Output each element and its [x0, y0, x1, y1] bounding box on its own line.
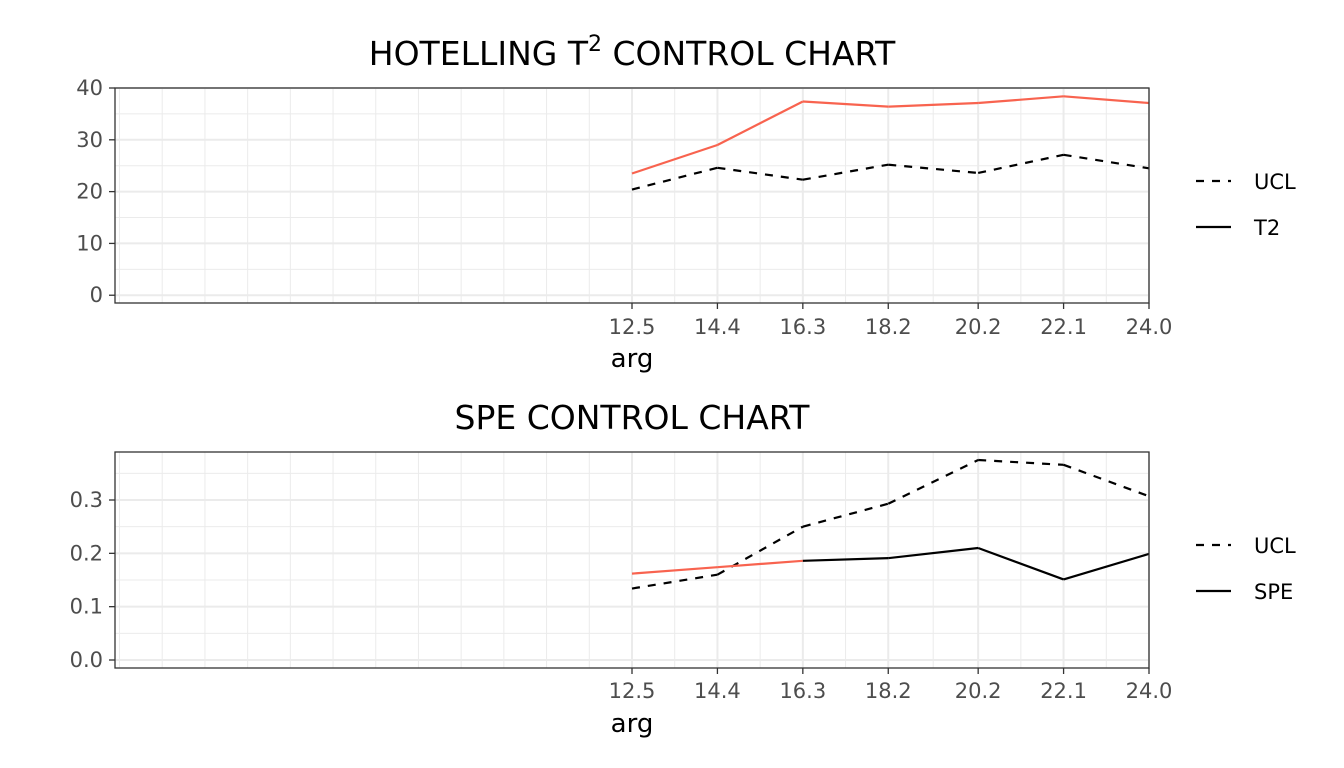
legend-label-t2: T2 — [1253, 216, 1280, 240]
x-tick-label: 14.4 — [694, 315, 741, 339]
series-segment — [887, 459, 979, 505]
legend-label-ucl: UCL — [1254, 534, 1296, 558]
chart-title: SPE CONTROL CHART — [455, 398, 811, 437]
series-segment — [717, 166, 803, 181]
series-segment — [888, 546, 979, 560]
y-tick-label: 0.2 — [70, 541, 103, 565]
chart-panel-1: HOTELLING T2 CONTROL CHART 0 10 20 30 40 12.5 1… — [76, 32, 1296, 374]
grid — [115, 452, 1150, 668]
series-segment — [977, 546, 1064, 581]
series-segment — [717, 559, 803, 569]
chart-title-superscript: 2 — [588, 32, 602, 57]
y-tick-label: 40 — [76, 76, 103, 100]
x-axis-label: arg — [611, 709, 654, 739]
y-tick-label: 30 — [76, 128, 103, 152]
y-tick-label: 20 — [76, 180, 103, 204]
series-ucl-line — [631, 153, 1150, 191]
series-segment — [978, 95, 1064, 105]
chart-panel-2: SPE CONTROL CHART 0.0 0.1 0.2 0.3 12.5 14.4 16.… — [70, 398, 1296, 739]
series-segment — [631, 566, 718, 575]
y-tick-label: 0 — [90, 283, 103, 307]
y-tick-label: 10 — [76, 231, 103, 255]
x-axis-label: arg — [611, 344, 654, 374]
x-tick-label: 22.1 — [1040, 315, 1087, 339]
series-segment — [1063, 552, 1150, 581]
y-tick-label: 0.3 — [70, 488, 103, 512]
x-tick-label: 18.2 — [865, 315, 912, 339]
series-segment — [631, 143, 718, 175]
y-tick-label: 0.0 — [70, 648, 103, 672]
chart-title-main: SPE CONTROL CHART — [455, 398, 811, 437]
x-tick-label: 16.3 — [779, 679, 826, 703]
x-tick-label: 20.2 — [955, 679, 1002, 703]
x-tick-label: 18.2 — [865, 679, 912, 703]
legend: UCL SPE — [1196, 534, 1296, 604]
series-t2-line — [631, 95, 1150, 175]
legend-label-spe: SPE — [1254, 580, 1293, 604]
x-tick-label: 24.0 — [1126, 679, 1173, 703]
x-tick-label: 16.3 — [779, 315, 826, 339]
x-tick-label: 14.4 — [694, 679, 741, 703]
series-segment — [802, 557, 889, 562]
series-segment — [802, 100, 889, 108]
legend: UCL T2 — [1196, 170, 1296, 240]
series-segment — [716, 100, 804, 146]
series-segment — [888, 101, 979, 108]
series-spe-line — [631, 546, 1150, 581]
x-tick-label: 22.1 — [1040, 679, 1087, 703]
x-tick-label: 20.2 — [955, 315, 1002, 339]
x-tick-label: 24.0 — [1126, 315, 1173, 339]
y-tick-label: 0.1 — [70, 595, 103, 619]
chart-title-rest: CONTROL CHART — [602, 34, 896, 73]
x-tick-label: 12.5 — [609, 315, 656, 339]
chart-title-main: HOTELLING T — [369, 34, 589, 73]
series-segment — [978, 458, 1064, 466]
series-segment — [1063, 95, 1150, 105]
x-tick-label: 12.5 — [609, 679, 656, 703]
legend-label-ucl: UCL — [1254, 170, 1296, 194]
chart-title: HOTELLING T2 CONTROL CHART — [369, 32, 896, 73]
